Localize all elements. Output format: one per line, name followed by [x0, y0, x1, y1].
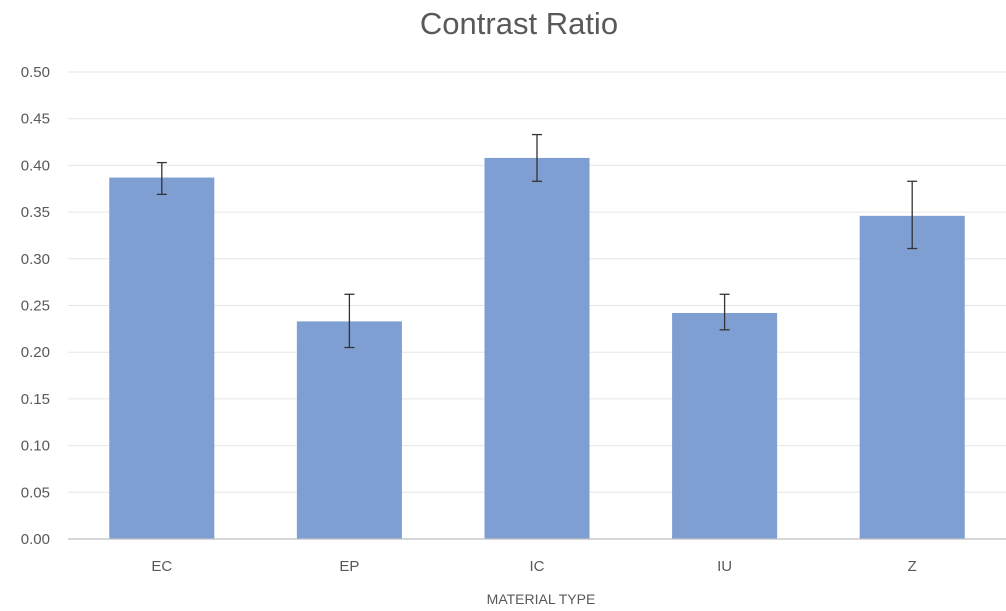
y-tick-label: 0.00 — [21, 531, 50, 548]
bar-ic — [484, 157, 590, 540]
x-tick-label: EP — [339, 558, 359, 575]
y-tick-label: 0.20 — [21, 344, 50, 361]
bar-z — [859, 215, 965, 539]
x-axis-label: MATERIAL TYPE — [487, 591, 596, 607]
error-bar-ec — [156, 161, 167, 196]
error-bars — [156, 133, 918, 349]
error-bar-z — [907, 180, 918, 250]
y-tick-label: 0.35 — [21, 204, 50, 221]
chart-title: Contrast Ratio — [420, 6, 618, 41]
bar-iu — [672, 312, 778, 539]
error-bar-ic — [532, 133, 542, 182]
y-tick-label: 0.15 — [21, 391, 50, 408]
bars — [109, 157, 965, 540]
x-axis-ticks: EC EP IC IU Z — [151, 558, 916, 575]
bar-ep — [296, 321, 402, 539]
y-tick-label: 0.10 — [21, 438, 50, 455]
y-tick-label: 0.45 — [21, 111, 50, 128]
x-tick-label: Z — [908, 558, 917, 575]
y-tick-label: 0.05 — [21, 484, 50, 501]
x-tick-label: EC — [151, 558, 172, 575]
error-bar-ep — [344, 293, 355, 349]
x-tick-label: IC — [530, 558, 545, 575]
y-tick-label: 0.30 — [21, 251, 50, 268]
y-tick-label: 0.40 — [21, 157, 50, 174]
error-bar-iu — [719, 293, 730, 331]
x-tick-label: IU — [717, 558, 732, 575]
y-axis-ticks: 0.00 0.05 0.10 0.15 0.20 0.25 0.30 0.35 0.40 0.45… — [21, 64, 50, 548]
y-tick-label: 0.25 — [21, 298, 50, 315]
bar-ec — [109, 177, 215, 540]
y-tick-label: 0.50 — [21, 64, 50, 81]
